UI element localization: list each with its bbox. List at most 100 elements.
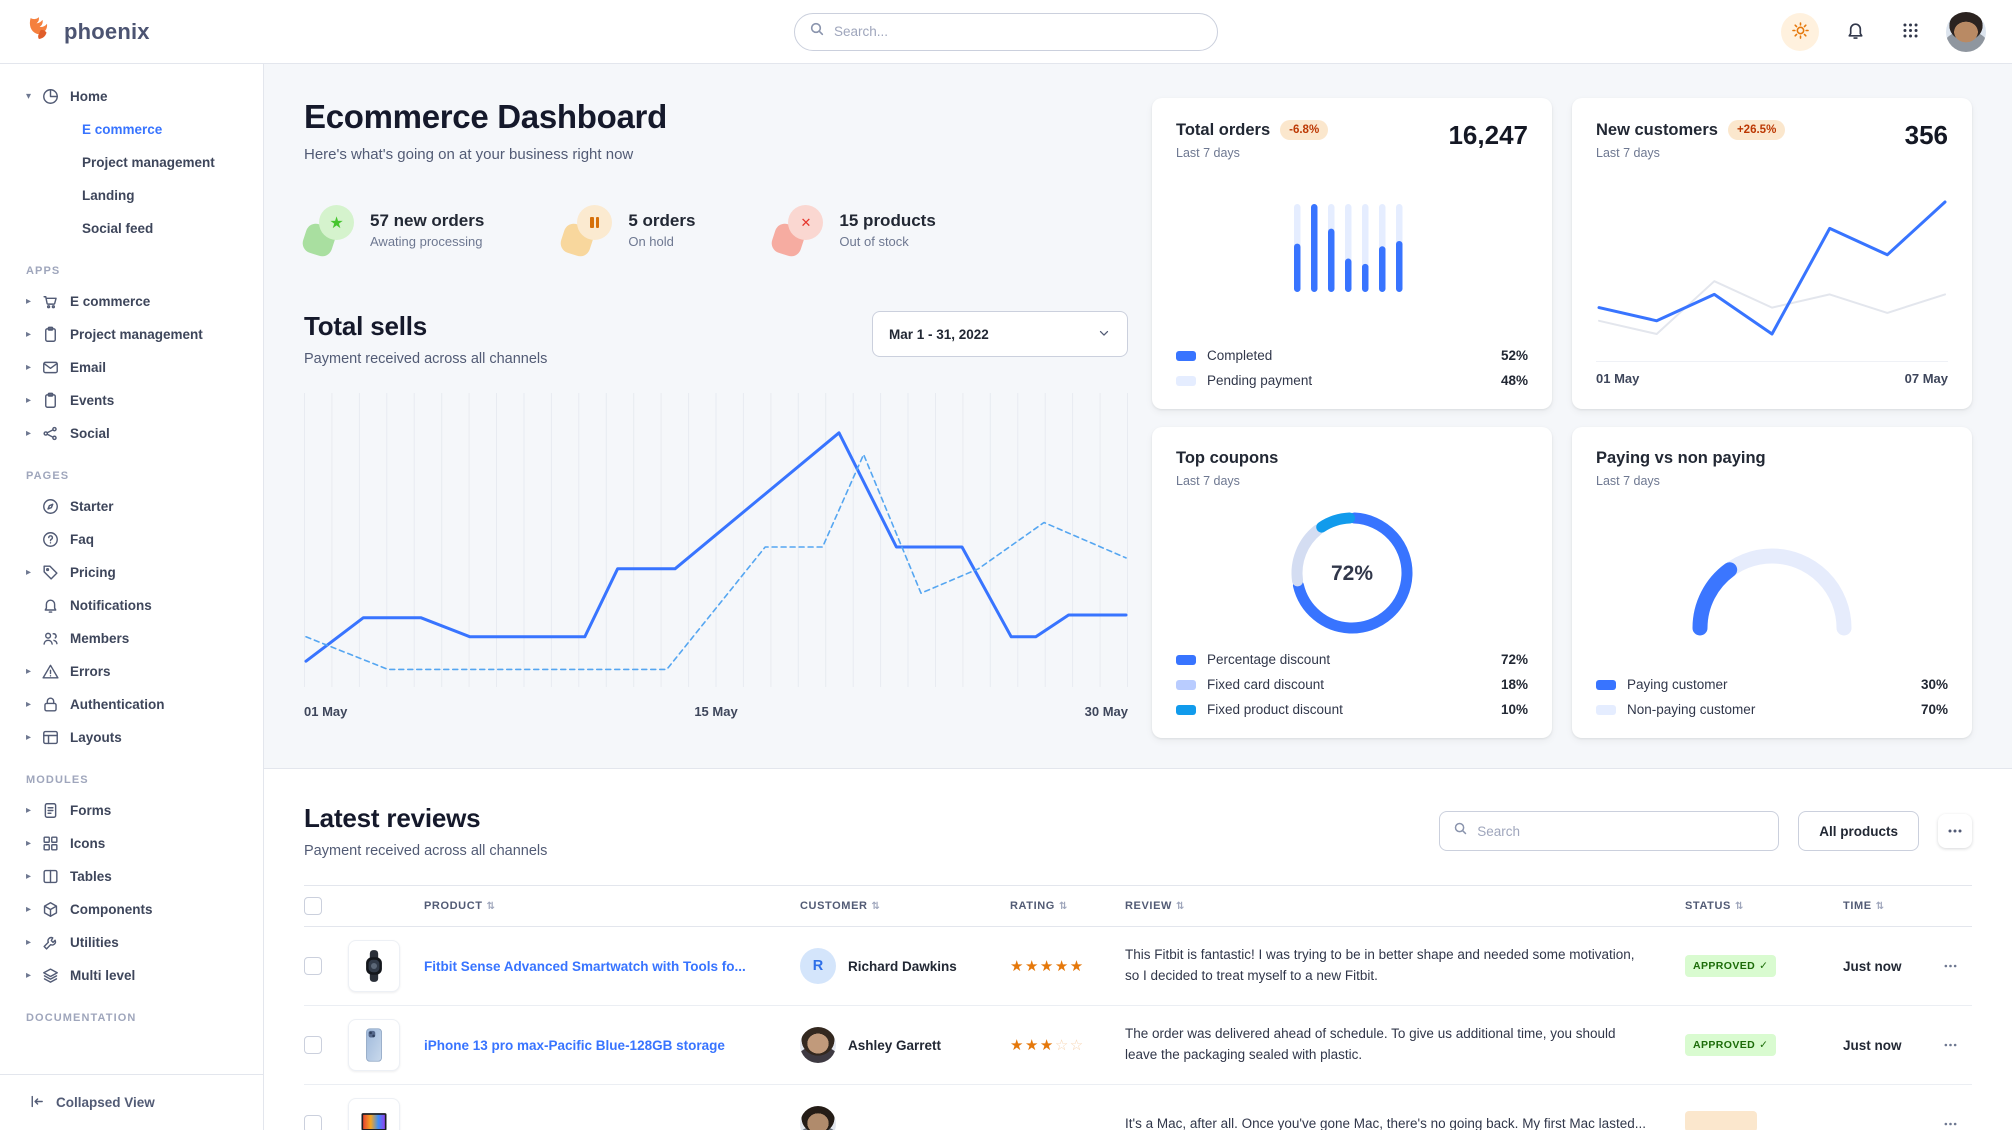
row-checkbox[interactable] xyxy=(304,957,322,975)
sidebar-item-home[interactable]: ▾ Home xyxy=(26,80,253,113)
sidebar-item-events[interactable]: ▸ Events xyxy=(26,384,253,417)
reviews-more-button[interactable] xyxy=(1938,814,1972,848)
row-actions-button[interactable] xyxy=(1935,1030,1965,1060)
sun-icon xyxy=(1791,21,1810,43)
date-range-select[interactable]: Mar 1 - 31, 2022 xyxy=(872,311,1128,357)
row-checkbox[interactable] xyxy=(304,1115,322,1130)
sidebar-item-faq[interactable]: Faq xyxy=(26,523,253,556)
product-link[interactable]: Fitbit Sense Advanced Smartwatch with To… xyxy=(424,958,746,974)
theme-toggle-button[interactable] xyxy=(1781,12,1819,51)
share-icon xyxy=(41,424,60,443)
row-actions-button[interactable] xyxy=(1935,1109,1965,1130)
row-actions-button[interactable] xyxy=(1935,951,1965,981)
legend-item: Fixed card discount 18% xyxy=(1176,672,1528,697)
sidebar-item-notifications[interactable]: Notifications xyxy=(26,589,253,622)
stat-value: 57 new orders xyxy=(370,211,485,230)
legend-label: Completed xyxy=(1207,348,1273,363)
page-title: Ecommerce Dashboard xyxy=(304,98,667,135)
sidebar-item-multi-level[interactable]: ▸ Multi level xyxy=(26,959,253,992)
sidebar-item-members[interactable]: Members xyxy=(26,622,253,655)
compass-icon xyxy=(41,497,60,516)
user-avatar[interactable] xyxy=(1946,11,1986,52)
reviews-search[interactable] xyxy=(1439,811,1780,851)
caret-down-icon: ▾ xyxy=(26,91,32,102)
sidebar-item-forms[interactable]: ▸ Forms xyxy=(26,794,253,827)
trend-badge: -6.8% xyxy=(1280,120,1329,140)
column-header-customer[interactable]: CUSTOMER ⇅ xyxy=(800,900,881,912)
apps-menu-button[interactable] xyxy=(1891,13,1929,51)
sidebar-item-pricing[interactable]: ▸ Pricing xyxy=(26,556,253,589)
search-icon xyxy=(1453,821,1468,841)
sidebar-item-label: Notifications xyxy=(70,598,152,613)
sidebar-item-label: Project management xyxy=(70,327,203,342)
sidebar-item-email[interactable]: ▸ Email xyxy=(26,351,253,384)
legend-swatch xyxy=(1596,704,1616,715)
caret-right-icon: ▸ xyxy=(26,970,32,981)
reviews-search-input[interactable] xyxy=(1477,823,1766,839)
sidebar-subitem-project-management[interactable]: Project management xyxy=(82,155,215,170)
sidebar-item-errors[interactable]: ▸ Errors xyxy=(26,655,253,688)
stat-value: 15 products xyxy=(839,211,936,230)
new-customers-x-labels: 01 May 07 May xyxy=(1596,371,1948,386)
customer-cell[interactable] xyxy=(800,1106,1010,1130)
sidebar-item-label: Members xyxy=(70,631,130,646)
sidebar-item-tables[interactable]: ▸ Tables xyxy=(26,860,253,893)
sort-icon: ⇅ xyxy=(1058,900,1068,912)
grid-icon xyxy=(41,834,60,853)
sidebar-subitem-social-feed[interactable]: Social feed xyxy=(82,221,154,236)
sidebar-item-label: Starter xyxy=(70,499,114,514)
select-all-checkbox[interactable] xyxy=(304,897,322,915)
reviews-controls: All products xyxy=(1439,811,1972,851)
clipboard-icon xyxy=(41,391,60,410)
notifications-button[interactable] xyxy=(1836,13,1874,51)
reviews-table: PRODUCT ⇅ CUSTOMER ⇅ RATING ⇅ REVIEW ⇅ STATU… xyxy=(304,885,1972,1130)
sidebar-item-layouts[interactable]: ▸ Layouts xyxy=(26,721,253,754)
stat-out-of-stock: ✕ 15 products Out of stock xyxy=(769,205,936,259)
all-products-button[interactable]: All products xyxy=(1798,811,1919,851)
sidebar-item-authentication[interactable]: ▸ Authentication xyxy=(26,688,253,721)
column-header-review[interactable]: REVIEW ⇅ xyxy=(1125,900,1185,912)
product-link[interactable]: iPhone 13 pro max-Pacific Blue-128GB sto… xyxy=(424,1037,725,1053)
sidebar-item-project-management[interactable]: ▸ Project management xyxy=(26,318,253,351)
grid-menu-icon xyxy=(1901,21,1920,43)
global-search-input[interactable] xyxy=(834,24,1203,39)
brand-name: phoenix xyxy=(64,18,150,44)
stat-new-orders: ★ 57 new orders Awating processing xyxy=(300,205,485,259)
sidebar-item-starter[interactable]: Starter xyxy=(26,490,253,523)
legend-label: Pending payment xyxy=(1207,373,1313,388)
sidebar-subitem-landing[interactable]: Landing xyxy=(82,188,135,203)
sidebar-nav: ▾ Home E commerce Project management Landing… xyxy=(0,64,263,1024)
sidebar-item-label: Faq xyxy=(70,532,95,547)
sidebar-item-icons[interactable]: ▸ Icons xyxy=(26,827,253,860)
stat-caption: Out of stock xyxy=(839,234,909,249)
sidebar-item-label: Authentication xyxy=(70,697,165,712)
customer-cell[interactable]: R Richard Dawkins xyxy=(800,948,1010,984)
sidebar-item-e-commerce[interactable]: ▸ E commerce xyxy=(26,285,253,318)
columns-icon xyxy=(41,867,60,886)
total-sells-chart xyxy=(304,393,1128,687)
tag-icon xyxy=(41,563,60,582)
trend-badge: +26.5% xyxy=(1727,120,1786,140)
global-search[interactable] xyxy=(794,12,1218,51)
row-checkbox[interactable] xyxy=(304,1036,322,1054)
sidebar-item-label: Social xyxy=(70,426,110,441)
column-header-rating[interactable]: RATING ⇅ xyxy=(1010,900,1068,912)
legend-swatch xyxy=(1176,679,1196,690)
sidebar-item-utilities[interactable]: ▸ Utilities xyxy=(26,926,253,959)
column-header-status[interactable]: STATUS ⇅ xyxy=(1685,900,1744,912)
customer-cell[interactable]: Ashley Garrett xyxy=(800,1027,1010,1063)
collapse-view-toggle[interactable]: Collapsed View xyxy=(0,1074,263,1130)
total-sells-x-labels: 01 May 15 May 30 May xyxy=(304,704,1128,719)
sidebar-item-label: Tables xyxy=(70,869,112,884)
sidebar-item-label: Events xyxy=(70,393,115,408)
status-badge xyxy=(1685,1111,1757,1130)
review-table-row: iPhone 13 pro max-Pacific Blue-128GB sto… xyxy=(304,1006,1972,1085)
sidebar-item-components[interactable]: ▸ Components xyxy=(26,893,253,926)
column-header-product[interactable]: PRODUCT ⇅ xyxy=(424,900,496,912)
sidebar-item-social[interactable]: ▸ Social xyxy=(26,417,253,450)
brand-logo[interactable]: phoenix xyxy=(26,15,150,49)
file-icon xyxy=(41,801,60,820)
caret-right-icon: ▸ xyxy=(26,838,32,849)
sidebar-subitem-e-commerce[interactable]: E commerce xyxy=(82,122,163,137)
column-header-time[interactable]: TIME ⇅ xyxy=(1843,900,1885,912)
